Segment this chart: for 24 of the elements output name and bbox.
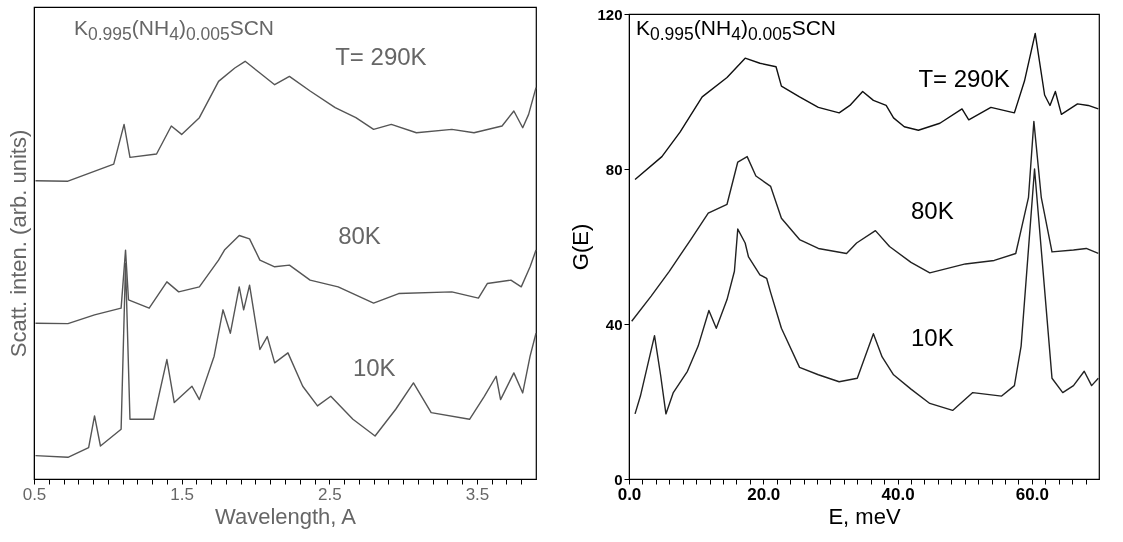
x-tick-label: 60.0	[1015, 484, 1049, 504]
x-tick-label: 2.5	[317, 484, 342, 504]
x-tick-label: 40.0	[881, 484, 915, 504]
x-tick-label: 3.5	[465, 484, 490, 504]
y-axis-title: G(E)	[568, 223, 594, 271]
x-tick-label: 0.5	[22, 484, 47, 504]
text: K$_{0.995}$(NH$_{4}$)$_{0.005}$SCN	[74, 16, 275, 46]
series-label: T= 290K	[918, 65, 1010, 93]
line-series	[634, 168, 1100, 415]
y-tick-label: 80	[605, 160, 623, 178]
series-label: T= 290K	[335, 42, 427, 70]
y-tick-label: 120	[597, 5, 623, 23]
y-axis-title: Scatt. inten. (arb. units)	[5, 129, 31, 358]
line-series	[630, 120, 1100, 322]
x-tick-label: 20.0	[747, 484, 781, 504]
annotation: K$_{0.995}$(NH$_{4}$)$_{0.005}$SCN	[636, 16, 837, 46]
x-axis-title: Wavelength, A	[214, 503, 357, 529]
series-label: 80K	[911, 197, 954, 225]
series-label: 80K	[338, 221, 381, 249]
series-label: 10K	[911, 324, 954, 352]
y-tick-label: 40	[605, 315, 623, 333]
x-tick-label: 1.5	[170, 484, 194, 504]
series-label: 10K	[352, 354, 396, 382]
x-axis-title: E, meV	[828, 503, 901, 529]
